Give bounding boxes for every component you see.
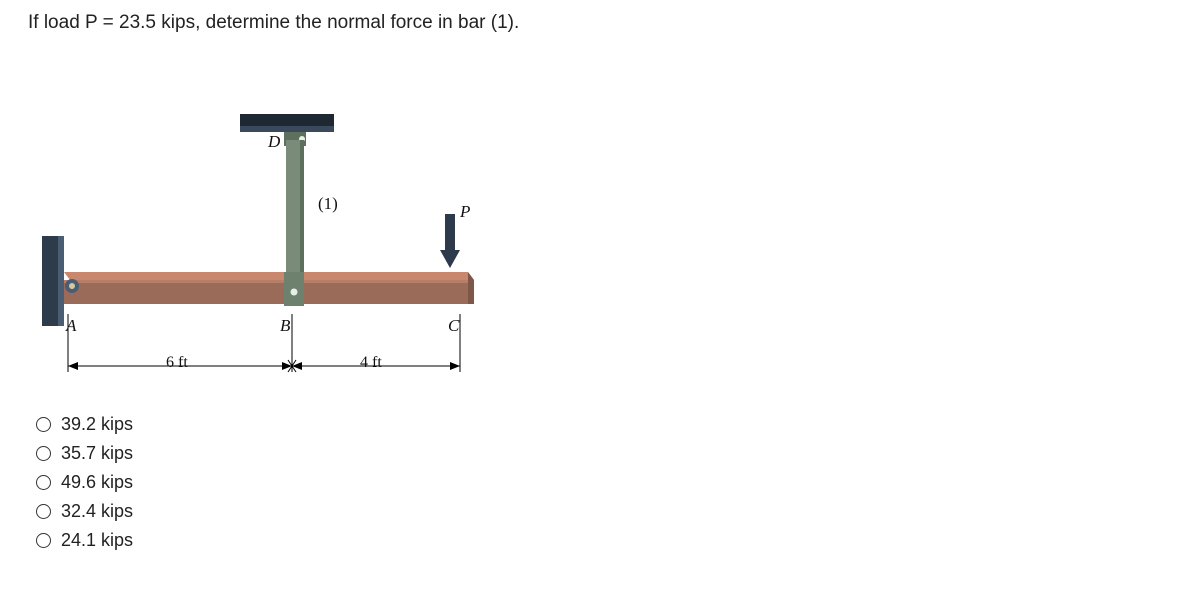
option-4[interactable]: 24.1 kips bbox=[36, 530, 1172, 551]
label-D: D bbox=[268, 132, 280, 152]
label-C: C bbox=[448, 316, 459, 336]
dim-BC: 4 ft bbox=[360, 354, 382, 372]
question-text: If load P = 23.5 kips, determine the nor… bbox=[28, 12, 1172, 34]
option-3[interactable]: 32.4 kips bbox=[36, 501, 1172, 522]
option-2[interactable]: 49.6 kips bbox=[36, 472, 1172, 493]
label-P: P bbox=[460, 202, 470, 222]
answer-options: 39.2 kips 35.7 kips 49.6 kips 32.4 kips … bbox=[36, 414, 1172, 551]
option-label: 49.6 kips bbox=[61, 472, 133, 493]
label-B: B bbox=[280, 316, 290, 336]
option-label: 24.1 kips bbox=[61, 530, 133, 551]
option-1[interactable]: 35.7 kips bbox=[36, 443, 1172, 464]
label-A: A bbox=[66, 316, 76, 336]
option-label: 39.2 kips bbox=[61, 414, 133, 435]
radio-icon bbox=[36, 417, 51, 432]
option-label: 32.4 kips bbox=[61, 501, 133, 522]
radio-icon bbox=[36, 475, 51, 490]
radio-icon bbox=[36, 504, 51, 519]
diagram: D (1) P A B C 6 ft 4 ft bbox=[28, 54, 508, 374]
diagram-svg bbox=[28, 54, 508, 374]
option-label: 35.7 kips bbox=[61, 443, 133, 464]
dim-AB: 6 ft bbox=[166, 354, 188, 372]
label-member1: (1) bbox=[318, 194, 338, 214]
radio-icon bbox=[36, 533, 51, 548]
radio-icon bbox=[36, 446, 51, 461]
option-0[interactable]: 39.2 kips bbox=[36, 414, 1172, 435]
